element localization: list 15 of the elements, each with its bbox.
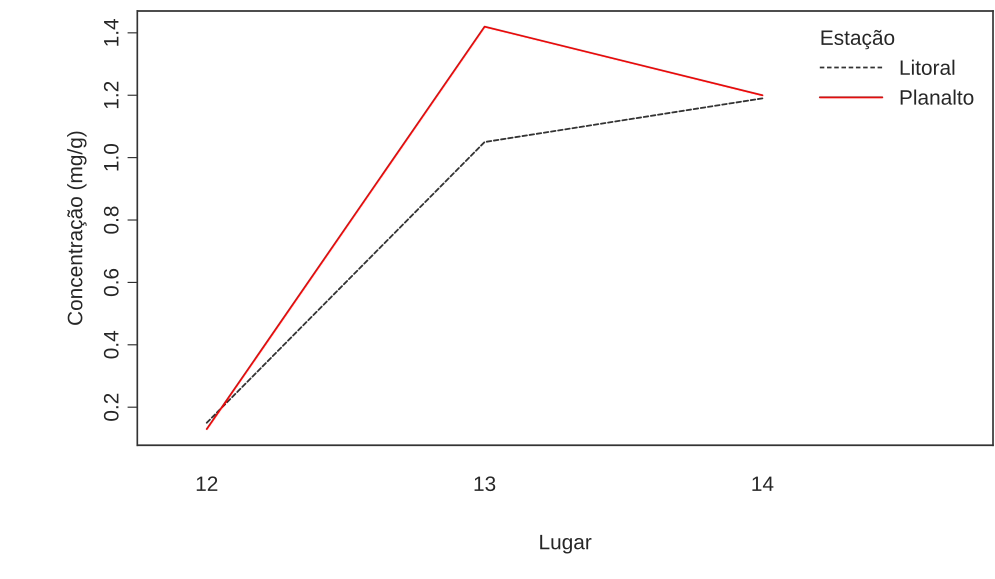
y-tick-label: 0.8 bbox=[104, 206, 119, 234]
y-tick-label: 0.6 bbox=[104, 268, 119, 296]
legend-title: Estação bbox=[822, 30, 894, 50]
y-tick-label: 1.0 bbox=[104, 144, 119, 171]
y-axis-title: Concentração (mg/g) bbox=[67, 132, 87, 325]
x-tick-label: 13 bbox=[474, 476, 496, 492]
y-tick-label: 0.2 bbox=[104, 394, 119, 421]
y-tick-label: 0.4 bbox=[104, 330, 119, 358]
legend-label: Litoral bbox=[900, 60, 954, 75]
y-tick-label: 1.4 bbox=[104, 18, 118, 46]
x-axis-title: Lugar bbox=[540, 534, 592, 554]
x-tick-label: 12 bbox=[196, 476, 218, 491]
x-tick-label: 14 bbox=[752, 476, 774, 491]
legend-label: Planalto bbox=[900, 90, 974, 105]
y-tick-label: 1.2 bbox=[104, 82, 118, 108]
